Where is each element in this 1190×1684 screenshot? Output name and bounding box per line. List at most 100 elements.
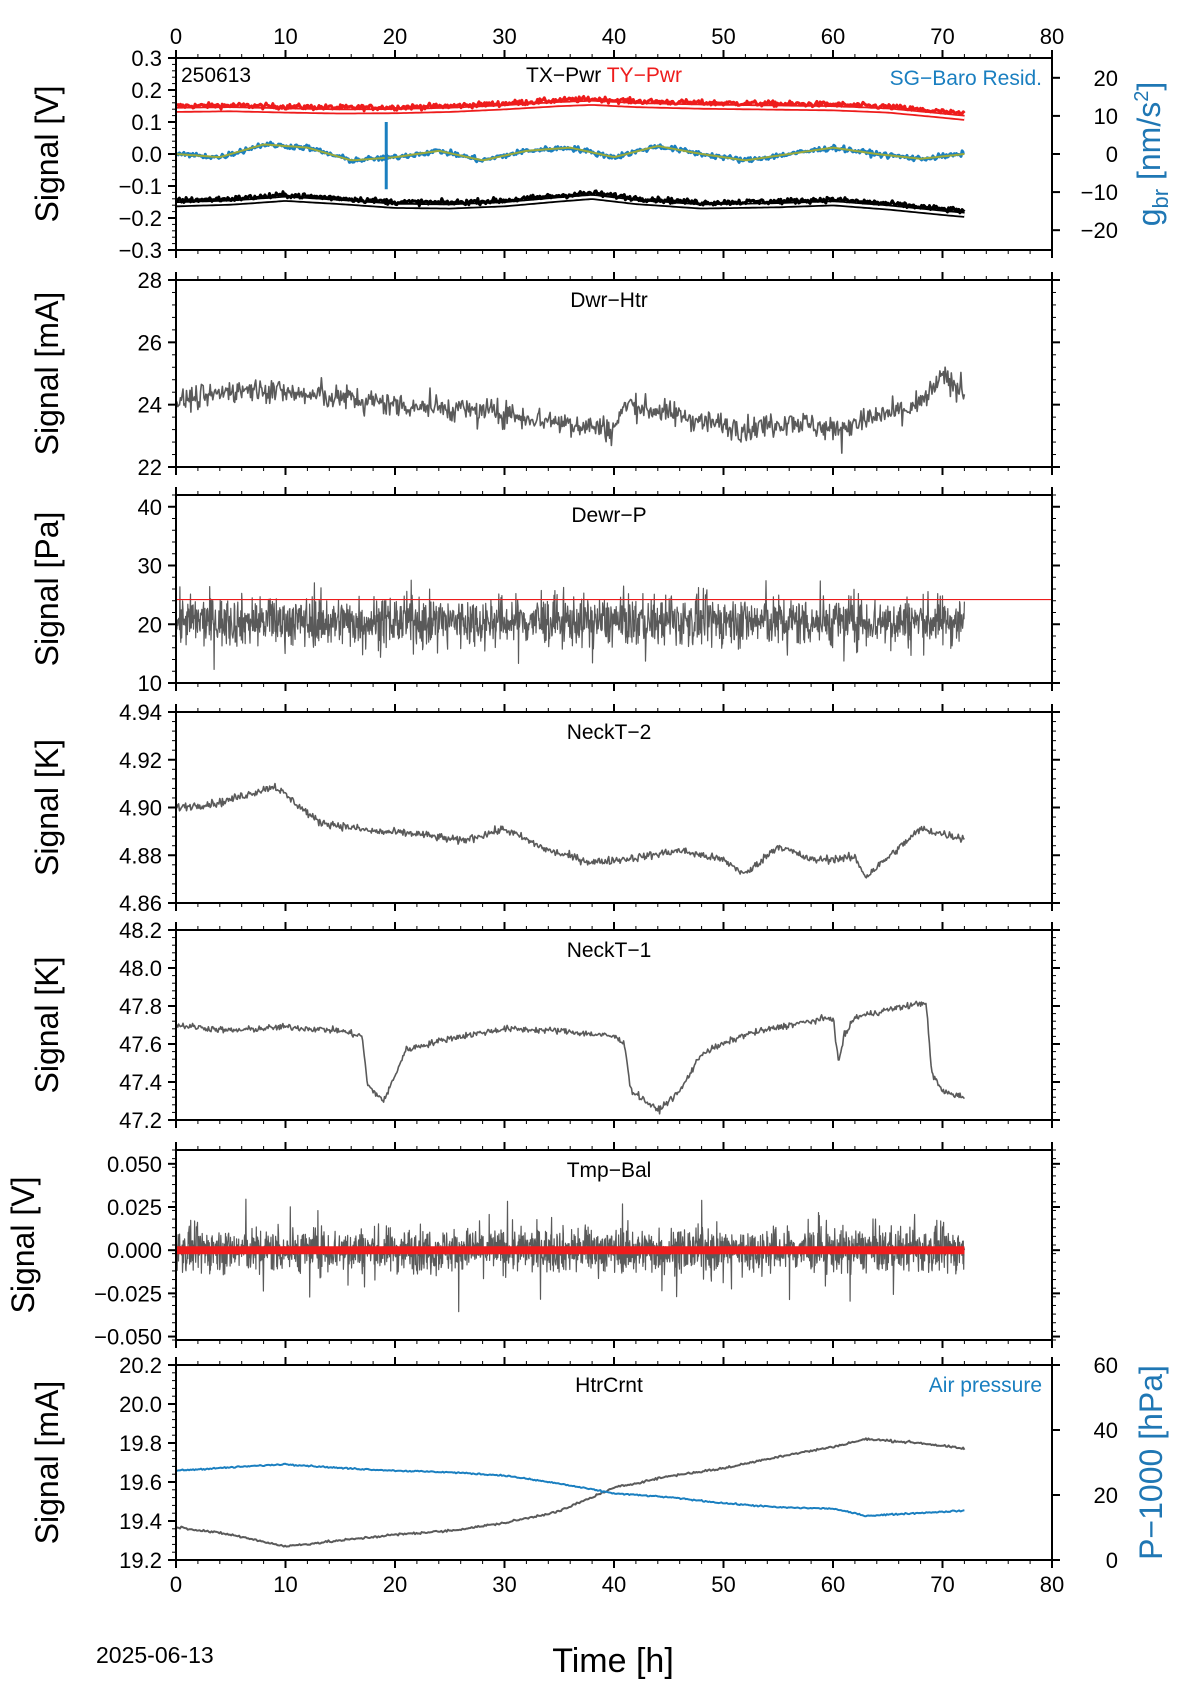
y-tick-label: 4.88 [119,843,162,868]
y-tick-label: 0.3 [131,46,162,71]
y-tick-label: 47.2 [119,1108,162,1133]
y-tick-label: 40 [138,495,162,520]
plot-area [176,1000,965,1115]
y-tick-label: 19.4 [119,1509,162,1534]
y2-tick-label: 0 [1106,142,1118,167]
series-p6-0 [176,1198,965,1313]
x-tick-label-top: 80 [1040,24,1064,49]
panel-title: HtrCrnt [575,1374,643,1397]
y2-axis-label: P−1000 [hPa] [1133,1365,1169,1560]
plot-area [176,782,965,879]
x-tick-label-bottom: 70 [930,1572,954,1597]
y-tick-label: 20 [138,612,162,637]
y-tick-label: 0.2 [131,78,162,103]
y-tick-label: 20.0 [119,1392,162,1417]
y2-label-rest: [nm/s [1131,102,1167,189]
y2-axis-label: gbr [nm/s2] [1131,82,1173,227]
plot-area [176,95,966,218]
corner-label: 250613 [181,64,251,87]
y-axis-label: Signal [V] [5,1177,41,1314]
y2-label-close: ] [1131,82,1167,91]
y-tick-label: −0.050 [94,1325,162,1350]
y2-tick-label: 40 [1094,1418,1118,1443]
y-axis-label: Signal [K] [29,739,65,876]
x-tick-label-bottom: 50 [711,1572,735,1597]
x-tick-label-bottom: 30 [492,1572,516,1597]
y-axis-label: Signal [Pa] [29,512,65,667]
y2-tick-label: 0 [1106,1548,1118,1573]
y-tick-label: 26 [138,330,162,355]
y-tick-label: 24 [138,393,162,418]
panel-title: Dwr−Htr [570,289,648,312]
series-p1-0-inner [176,101,965,119]
series-p7-1 [176,1462,965,1518]
x-tick-label-top: 20 [383,24,407,49]
y-tick-label: 19.2 [119,1548,162,1573]
panel-p7: 20.2 20.0 19.8 19.6 19.4 19.2 60 40 20 0 Signal [m… [29,1353,1169,1573]
title-part-ty: TY−Pwr [607,64,682,87]
plot-area [176,1198,965,1313]
y-axis-label: Signal [V] [29,86,65,223]
x-tick-label-top: 30 [492,24,516,49]
series-p1-2 [176,140,965,164]
y-tick-label: −0.3 [119,238,162,263]
y-tick-label: 19.8 [119,1431,162,1456]
series-p3-0 [176,579,965,670]
series-p2-0 [176,366,966,454]
plot-area [176,579,1052,670]
panel-title: TX−Pwr TY−Pwr [526,64,682,87]
panel-p1: 0.3 0.2 0.1 0.0 −0.1 −0.2 −0.3 20 10 0 −10 −20 Signa… [29,46,1173,263]
series-p4-0 [176,782,965,879]
y-tick-label: 47.6 [119,1032,162,1057]
series-p5-0 [176,1000,965,1115]
x-tick-label-top: 60 [821,24,845,49]
panel-p6: 0.050 0.025 0.000 −0.025 −0.050 Signal [V] Tmp… [5,1142,1060,1350]
right-annotation: SG−Baro Resid. [890,67,1042,90]
x-tick-label-bottom: 10 [273,1572,297,1597]
panel-p3: 40 30 20 10 Signal [Pa] Dewr−P [29,487,1060,696]
y-tick-label: 28 [138,268,162,293]
y-tick-label: 48.0 [119,956,162,981]
y-tick-label: 4.90 [119,796,162,821]
x-tick-label-top: 10 [273,24,297,49]
y-tick-label: 10 [138,671,162,696]
title-part-tx: TX−Pwr [526,64,601,87]
y2-tick-label: 20 [1094,1483,1118,1508]
y2-label-main: g [1131,208,1167,226]
y-tick-label: 47.8 [119,994,162,1019]
y-tick-label: 48.2 [119,918,162,943]
panel-title: Tmp−Bal [567,1159,652,1182]
y-axis-label: Signal [mA] [29,292,65,456]
x-tick-label-top: 50 [711,24,735,49]
x-axes-group: 0 0 10 10 20 20 30 30 40 40 50 50 60 60 70 70 80 80 [170,24,1064,1597]
y2-label-sub: br [1148,189,1173,209]
x-tick-label-top: 40 [602,24,626,49]
y2-tick-label: 20 [1094,66,1118,91]
y2-tick-label: −10 [1081,180,1118,205]
y-tick-label: −0.025 [94,1281,162,1306]
y-tick-label: 22 [138,455,162,480]
panel-p5: 48.2 48.0 47.8 47.6 47.4 47.2 Signal [K] NeckT−… [29,918,1060,1133]
y-tick-label: −0.1 [119,174,162,199]
x-tick-label-bottom: 40 [602,1572,626,1597]
y2-tick-label: 60 [1094,1353,1118,1378]
y-tick-label: 4.86 [119,891,162,916]
right-annotation: Air pressure [929,1374,1042,1397]
y-tick-label: 19.6 [119,1470,162,1495]
panels-group: 0.30.20.10.0−0.1−0.2−0.320100−10−20Signa… [5,46,1173,1573]
y-tick-label: 4.94 [119,700,162,725]
y-tick-label: 0.050 [107,1152,162,1177]
y-tick-label: 0.0 [131,142,162,167]
panel-p2: 28 26 24 22 Signal [mA] Dwr−Htr [29,268,1060,480]
series-p1-0 [176,95,966,116]
x-axis-label: Time [h] [552,1642,674,1680]
x-tick-label-bottom: 80 [1040,1572,1064,1597]
y2-label-sup: 2 [1131,91,1153,102]
y-axis-label: Signal [K] [29,957,65,1094]
x-tick-label-top: 70 [930,24,954,49]
date-label: 2025-06-13 [96,1642,214,1668]
y-tick-label: −0.2 [119,206,162,231]
y-tick-label: 0.000 [107,1238,162,1263]
x-tick-label-bottom: 20 [383,1572,407,1597]
